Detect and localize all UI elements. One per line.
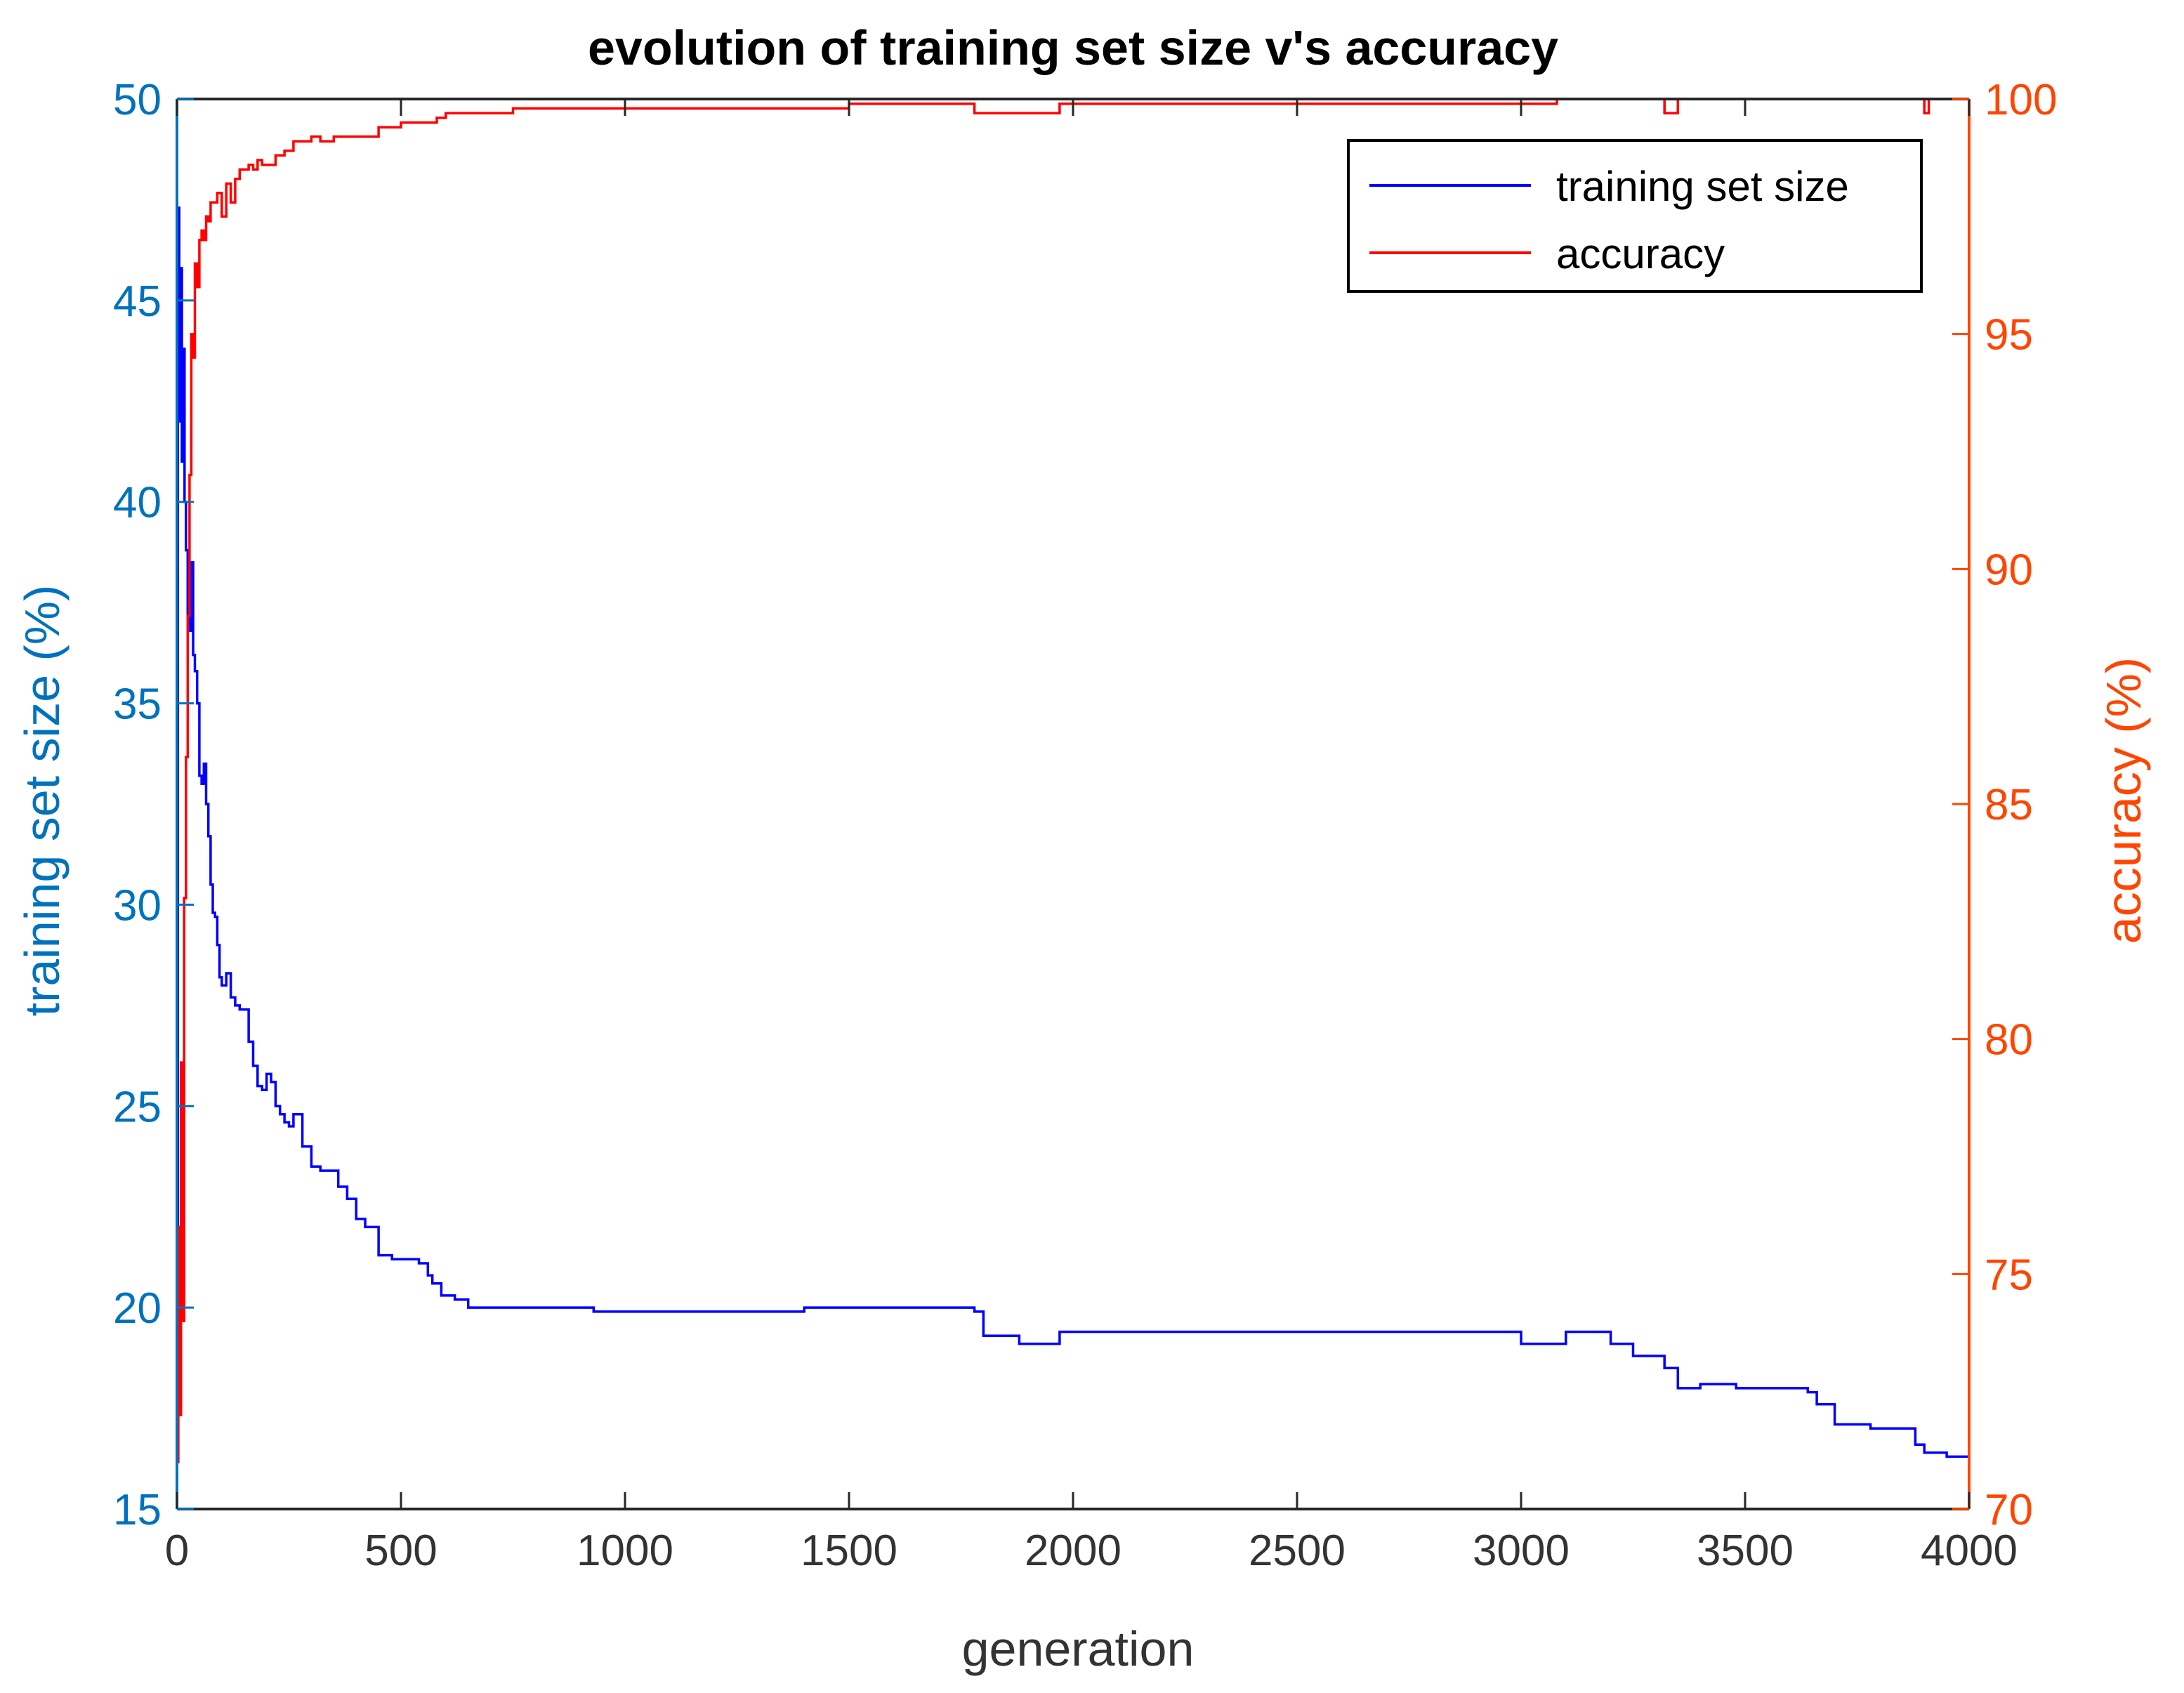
series-line-training-set-size bbox=[176, 206, 1971, 1458]
right-y-tick-label: 100 bbox=[1985, 76, 2057, 124]
left-y-tick-label: 40 bbox=[113, 479, 162, 527]
x-tick-label: 3500 bbox=[1697, 1527, 1794, 1575]
right-y-tick-label: 85 bbox=[1985, 781, 2033, 829]
x-axis-ticks: 0 500 1000 1500 2000 2500 3000 3500 4000 bbox=[165, 99, 2018, 1575]
legend-box bbox=[1347, 139, 1923, 293]
right-y-axis-label: accuracy (%) bbox=[2096, 657, 2151, 944]
x-tick-label: 0 bbox=[165, 1527, 189, 1575]
chart-title: evolution of training set size v's accur… bbox=[588, 20, 1558, 75]
left-y-tick-label: 25 bbox=[113, 1083, 162, 1131]
left-y-tick-label: 45 bbox=[113, 277, 162, 326]
right-y-tick-label: 70 bbox=[1985, 1486, 2033, 1534]
legend: training set size accuracy bbox=[1347, 139, 1923, 293]
right-y-tick-label: 95 bbox=[1985, 311, 2033, 360]
x-tick-label: 1500 bbox=[801, 1527, 897, 1575]
left-axis-ticks: 15 20 25 30 35 40 45 50 bbox=[113, 76, 194, 1534]
x-tick-label: 2500 bbox=[1249, 1527, 1346, 1575]
left-y-axis-label: training set size (%) bbox=[15, 585, 70, 1017]
left-y-tick-label: 20 bbox=[113, 1284, 162, 1333]
x-tick-label: 1000 bbox=[577, 1527, 673, 1575]
x-tick-label: 3000 bbox=[1473, 1527, 1570, 1575]
legend-label-training-set-size: training set size bbox=[1556, 163, 1849, 210]
x-tick-label: 500 bbox=[364, 1527, 437, 1575]
x-tick-label: 4000 bbox=[1921, 1527, 2018, 1575]
legend-label-accuracy: accuracy bbox=[1556, 230, 1725, 277]
right-y-tick-label: 75 bbox=[1985, 1251, 2033, 1299]
left-y-tick-label: 35 bbox=[113, 680, 162, 729]
left-y-tick-label: 50 bbox=[113, 76, 162, 124]
left-y-tick-label: 30 bbox=[113, 881, 162, 930]
plot-area bbox=[176, 98, 1971, 1463]
x-tick-label: 2000 bbox=[1025, 1527, 1121, 1575]
x-axis-label: generation bbox=[962, 1621, 1195, 1676]
right-y-tick-label: 90 bbox=[1985, 546, 2033, 594]
series-line-accuracy bbox=[177, 98, 1969, 1463]
left-y-tick-label: 15 bbox=[113, 1486, 162, 1534]
right-y-tick-label: 80 bbox=[1985, 1016, 2033, 1065]
right-axis-ticks: 70 75 80 85 90 95 100 bbox=[1952, 76, 2057, 1534]
